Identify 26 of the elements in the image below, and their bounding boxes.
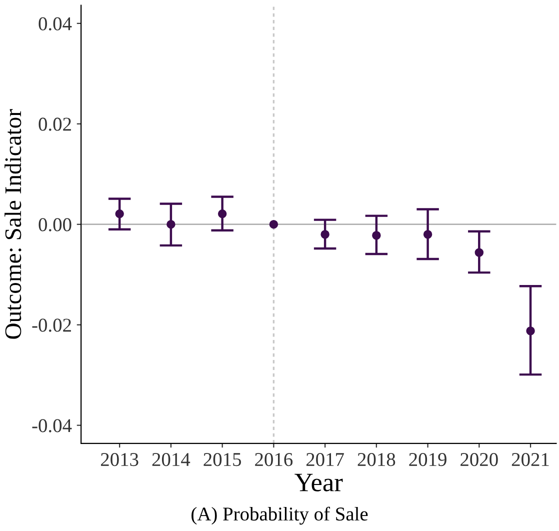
x-tick-label: 2013: [100, 452, 138, 466]
point: [474, 248, 484, 257]
y-axis-title: Outcome: Sale Indicator: [4, 109, 22, 339]
point: [320, 230, 330, 239]
point: [269, 220, 278, 229]
x-tick-label: 2021: [512, 452, 549, 466]
x-tick-label: 2020: [460, 452, 498, 466]
point: [526, 326, 535, 336]
point: [218, 209, 227, 218]
y-tick-label: 0.04: [38, 17, 72, 30]
x-axis-title: Year: [294, 474, 343, 492]
point: [115, 209, 124, 218]
y-tick-label: 0.00: [38, 218, 72, 232]
y-tick-label: -0.04: [32, 419, 72, 432]
x-tick-label: 2018: [358, 452, 396, 466]
x-tick-label: 2014: [152, 452, 190, 466]
x-tick-label: 2019: [409, 452, 446, 466]
y-tick-label: -0.02: [32, 318, 71, 332]
y-tick-label: 0.02: [38, 118, 71, 131]
point: [372, 231, 381, 240]
point: [423, 230, 432, 239]
point: [166, 220, 176, 229]
text: (A) Probability of Sale: [192, 506, 368, 525]
x-tick-label: 2015: [204, 452, 241, 466]
x-tick-label: 2016: [255, 452, 293, 466]
x-tick-label: 2017: [306, 452, 344, 466]
